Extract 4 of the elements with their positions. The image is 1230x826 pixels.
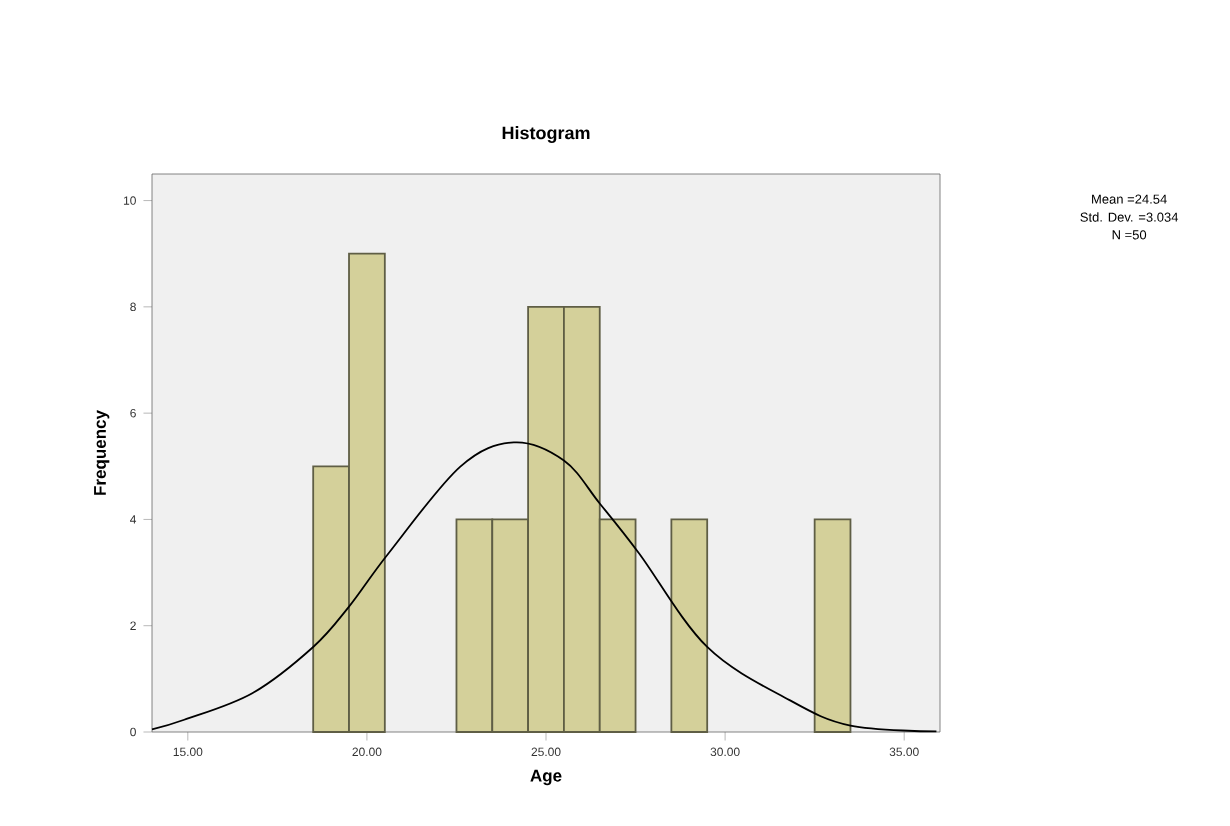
y-axis-title: Frequency: [94, 410, 110, 495]
x-axis-title: Age: [530, 769, 562, 786]
line-series: [151, 441, 938, 733]
chart-title: Histogram: [502, 126, 590, 143]
